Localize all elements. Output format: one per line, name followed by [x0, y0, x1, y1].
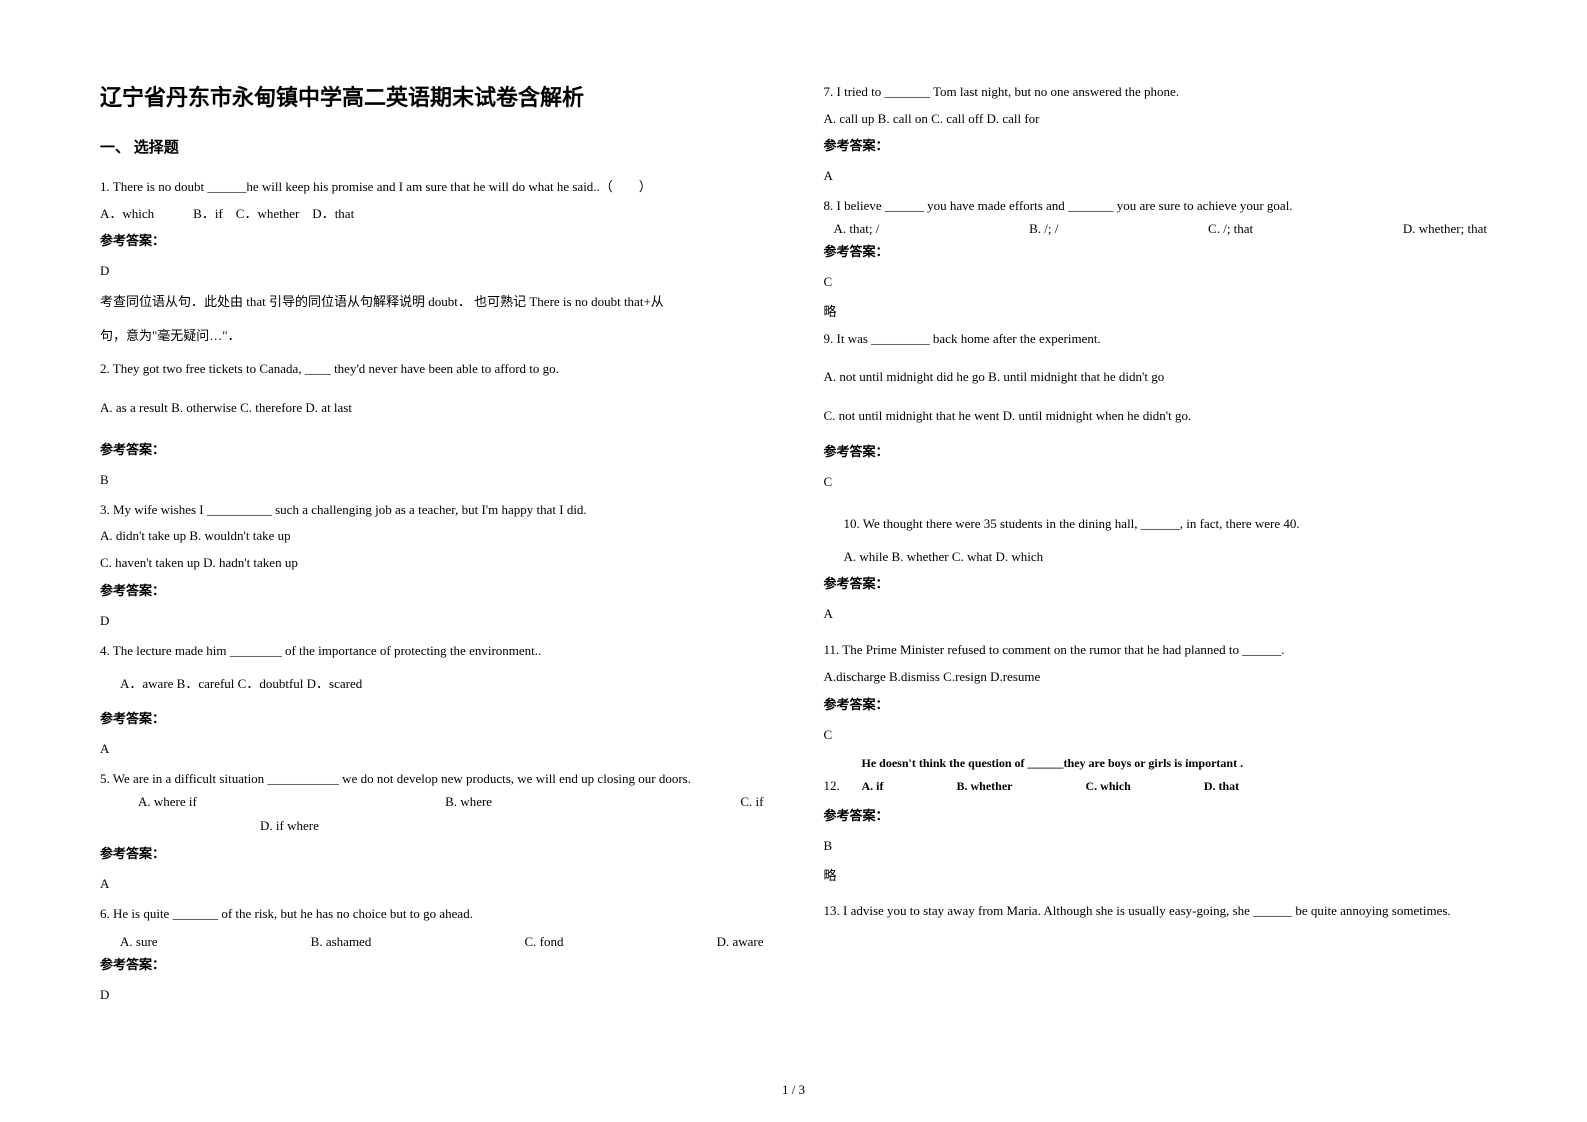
q5-answer: A: [100, 876, 764, 892]
q9-answer: C: [824, 474, 1488, 490]
q2-answer: B: [100, 472, 764, 488]
q4-answer-label: 参考答案：: [100, 708, 764, 727]
q9-text: 9. It was _________ back home after the …: [824, 327, 1488, 352]
q1-options: A．which B．if C．whether D．that: [100, 202, 764, 227]
q7-answer: A: [824, 168, 1488, 184]
q12-answer-label: 参考答案：: [824, 805, 1488, 824]
q3-opts-cd: C. haven't taken up D. hadn't taken up: [100, 551, 764, 576]
q5-opt-a: A. where if: [138, 794, 197, 810]
document-title: 辽宁省丹东市永甸镇中学高二英语期末试卷含解析: [100, 80, 764, 112]
q10-answer-label: 参考答案：: [824, 573, 1488, 592]
q6-answer: D: [100, 987, 764, 1003]
page-container: 辽宁省丹东市永甸镇中学高二英语期末试卷含解析 一、 选择题 1. There i…: [100, 80, 1487, 1013]
q4-options: A．aware B．careful C．doubtful D．scared: [100, 672, 764, 697]
q12-opt-c: C. which: [1086, 776, 1131, 798]
q8-answer: C: [824, 274, 1488, 290]
left-column: 辽宁省丹东市永甸镇中学高二英语期末试卷含解析 一、 选择题 1. There i…: [100, 80, 764, 1013]
q3-answer-label: 参考答案：: [100, 580, 764, 599]
q6-answer-label: 参考答案：: [100, 954, 764, 973]
q5-options-row1: A. where if B. where C. if: [100, 794, 764, 810]
q6-text: 6. He is quite _______ of the risk, but …: [100, 902, 764, 927]
q1-explain-2: 句，意为"毫无疑问…"．: [100, 323, 764, 349]
q12-stem: He doesn't think the question of ______t…: [824, 753, 1488, 775]
q12-opt-a: A. if: [862, 776, 884, 798]
q7-answer-label: 参考答案：: [824, 135, 1488, 154]
q1-answer-label: 参考答案：: [100, 230, 764, 249]
q5-answer-label: 参考答案：: [100, 843, 764, 862]
q12-prefix: 12.: [824, 774, 862, 799]
q5-opt-b: B. where: [445, 794, 492, 810]
q6-options-row: A. sure B. ashamed C. fond D. aware: [100, 934, 764, 950]
q4-answer: A: [100, 741, 764, 757]
q8-note: 略: [824, 300, 1488, 325]
q7-options: A. call up B. call on C. call off D. cal…: [824, 107, 1488, 132]
q5-opt-c: C. if: [740, 794, 763, 810]
q6-opt-d: D. aware: [717, 934, 764, 950]
q8-opt-c: C. /; that: [1208, 221, 1253, 237]
q11-answer-label: 参考答案：: [824, 694, 1488, 713]
q6-opt-c: C. fond: [524, 934, 563, 950]
q6-opt-b: B. ashamed: [311, 934, 372, 950]
q1-text: 1. There is no doubt ______he will keep …: [100, 175, 764, 200]
section-heading-1: 一、 选择题: [100, 136, 764, 157]
q9-opts-ab: A. not until midnight did he go B. until…: [824, 365, 1488, 390]
q2-answer-label: 参考答案：: [100, 439, 764, 458]
q12-block: He doesn't think the question of ______t…: [824, 753, 1488, 801]
q12-options: A. if B. whether C. which D. that: [862, 776, 1240, 798]
right-column: 7. I tried to _______ Tom last night, bu…: [824, 80, 1488, 1013]
q11-text: 11. The Prime Minister refused to commen…: [824, 638, 1488, 663]
q1-explain-1: 考查同位语从句．此处由 that 引导的同位语从句解释说明 doubt． 也可熟…: [100, 289, 764, 315]
q3-opts-ab: A. didn't take up B. wouldn't take up: [100, 524, 764, 549]
q6-opt-a: A. sure: [120, 934, 158, 950]
q12-row: 12. A. if B. whether C. which D. that: [824, 774, 1488, 801]
q11-answer: C: [824, 727, 1488, 743]
q7-text: 7. I tried to _______ Tom last night, bu…: [824, 80, 1488, 105]
q8-opt-b: B. /; /: [1029, 221, 1058, 237]
q8-text: 8. I believe ______ you have made effort…: [824, 194, 1488, 219]
q9-opts-cd: C. not until midnight that he went D. un…: [824, 404, 1488, 429]
q11-options: A.discharge B.dismiss C.resign D.resume: [824, 665, 1488, 690]
q2-text: 2. They got two free tickets to Canada, …: [100, 357, 764, 382]
q8-opt-d: D. whether; that: [1403, 221, 1487, 237]
q13-text: 13. I advise you to stay away from Maria…: [824, 897, 1488, 926]
q12-answer: B: [824, 838, 1488, 854]
q12-note: 略: [824, 864, 1488, 889]
q3-answer: D: [100, 613, 764, 629]
q4-text: 4. The lecture made him ________ of the …: [100, 639, 764, 664]
q1-answer: D: [100, 263, 764, 279]
q8-answer-label: 参考答案：: [824, 241, 1488, 260]
q12-opt-b: B. whether: [957, 776, 1013, 798]
q5-opt-d: D. if where: [100, 814, 764, 839]
page-number: 1 / 3: [782, 1082, 805, 1098]
q10-text: 10. We thought there were 35 students in…: [824, 512, 1488, 537]
q9-answer-label: 参考答案：: [824, 441, 1488, 460]
q2-options: A. as a result B. otherwise C. therefore…: [100, 396, 764, 421]
q12-opt-d: D. that: [1204, 776, 1239, 798]
q8-options-row: A. that; / B. /; / C. /; that D. whether…: [824, 221, 1488, 237]
q10-options: A. while B. whether C. what D. which: [824, 545, 1488, 570]
q5-text: 5. We are in a difficult situation _____…: [100, 767, 764, 792]
q10-answer: A: [824, 606, 1488, 622]
q3-text: 3. My wife wishes I __________ such a ch…: [100, 498, 764, 523]
q8-opt-a: A. that; /: [834, 221, 880, 237]
